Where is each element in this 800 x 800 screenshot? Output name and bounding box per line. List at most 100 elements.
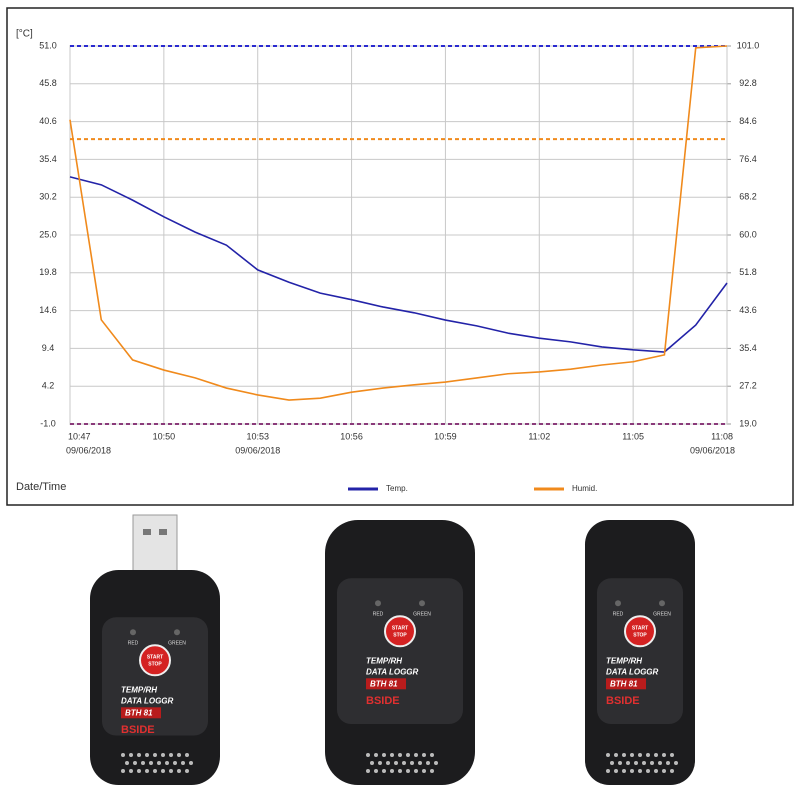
- device-model: BTH 81: [370, 679, 398, 688]
- grille-hole: [606, 753, 610, 757]
- model-badge: [121, 707, 161, 719]
- grille-hole: [650, 761, 654, 765]
- grille-hole: [414, 753, 418, 757]
- grille-hole: [161, 753, 165, 757]
- y2-tick-label: 76.4: [739, 154, 757, 164]
- led: [419, 600, 425, 607]
- y2-tick-label: 27.2: [739, 381, 757, 391]
- grille-hole: [402, 761, 406, 765]
- usb-hole: [159, 529, 167, 535]
- grille-hole: [382, 753, 386, 757]
- model-badge: [606, 678, 646, 690]
- y-tick-label: 35.4: [39, 154, 57, 164]
- usb-plug: [132, 514, 178, 576]
- grille-hole: [153, 769, 157, 773]
- legend-label: Temp.: [386, 484, 408, 493]
- grille-hole: [378, 761, 382, 765]
- grille-hole: [430, 753, 434, 757]
- grille-hole: [426, 761, 430, 765]
- start-button: [384, 615, 416, 648]
- grille-hole: [137, 753, 141, 757]
- x-tick-label: 10:56: [340, 431, 363, 441]
- start-button: [624, 615, 656, 648]
- y2-tick-label: 84.6: [739, 116, 757, 126]
- x-tick-date: 09/06/2018: [235, 445, 280, 455]
- x-tick-label: 11:05: [622, 431, 644, 441]
- device-face: [102, 617, 208, 736]
- grille-hole: [670, 753, 674, 757]
- y2-tick-label: 68.2: [739, 192, 757, 202]
- grille-hole: [642, 761, 646, 765]
- data-line: [69, 45, 728, 401]
- grille-hole: [161, 769, 165, 773]
- grille-hole: [622, 769, 626, 773]
- x-tick-label: 10:53: [246, 431, 269, 441]
- grille-hole: [406, 753, 410, 757]
- y-tick-label: 40.6: [39, 116, 57, 126]
- grille-hole: [121, 753, 125, 757]
- grille-hole: [666, 761, 670, 765]
- grille-hole: [414, 769, 418, 773]
- grille-hole: [630, 753, 634, 757]
- button-label: START: [392, 626, 408, 632]
- grille-hole: [181, 761, 185, 765]
- grille-hole: [390, 753, 394, 757]
- button-label: START: [147, 655, 163, 661]
- device-model: BTH 81: [125, 708, 153, 717]
- x-tick-date: 09/06/2018: [66, 445, 111, 455]
- led: [659, 600, 665, 607]
- grille-hole: [185, 753, 189, 757]
- x-axis-label: Date/Time: [16, 481, 66, 493]
- grille-hole: [662, 753, 666, 757]
- button-label: STOP: [148, 662, 162, 668]
- grille-hole: [658, 761, 662, 765]
- grille-hole: [634, 761, 638, 765]
- device-brand: BSIDE: [606, 695, 640, 707]
- grille-hole: [398, 769, 402, 773]
- grille-hole: [406, 769, 410, 773]
- grille-hole: [382, 769, 386, 773]
- grille-hole: [125, 761, 129, 765]
- grille-hole: [177, 753, 181, 757]
- grille-hole: [129, 769, 133, 773]
- device-line: TEMP/RH: [366, 656, 402, 665]
- led-label: RED: [128, 641, 139, 647]
- y-unit-label: [°C]: [16, 29, 33, 40]
- device-brand: BSIDE: [366, 695, 400, 707]
- grille-hole: [141, 761, 145, 765]
- grille-hole: [133, 761, 137, 765]
- y-tick-label: 19.8: [39, 267, 57, 277]
- grille-hole: [614, 753, 618, 757]
- y2-tick-label: 60.0: [739, 229, 757, 239]
- grille-hole: [370, 761, 374, 765]
- led-label: RED: [613, 612, 624, 618]
- y-tick-label: 9.4: [42, 343, 55, 353]
- grille-hole: [622, 753, 626, 757]
- grille-hole: [670, 769, 674, 773]
- grille-hole: [169, 769, 173, 773]
- x-tick-label: 10:59: [434, 431, 457, 441]
- led-label: RED: [373, 612, 384, 618]
- device-line: DATA LOGGR: [366, 667, 419, 676]
- grille-hole: [398, 753, 402, 757]
- y-tick-label: 25.0: [39, 229, 57, 239]
- grille-hole: [662, 769, 666, 773]
- y2-tick-label: 35.4: [739, 343, 757, 353]
- grille-hole: [185, 769, 189, 773]
- button-label: STOP: [393, 633, 407, 639]
- device-line: DATA LOGGR: [606, 667, 659, 676]
- grille-hole: [434, 761, 438, 765]
- device-model: BTH 81: [610, 679, 638, 688]
- led: [174, 629, 180, 636]
- grille-hole: [422, 753, 426, 757]
- x-tick-label: 10:50: [153, 431, 176, 441]
- device-line: TEMP/RH: [121, 685, 157, 694]
- device-line: DATA LOGGR: [121, 696, 174, 705]
- grille-hole: [173, 761, 177, 765]
- led-label: GREEN: [413, 612, 431, 618]
- button-label: STOP: [633, 633, 647, 639]
